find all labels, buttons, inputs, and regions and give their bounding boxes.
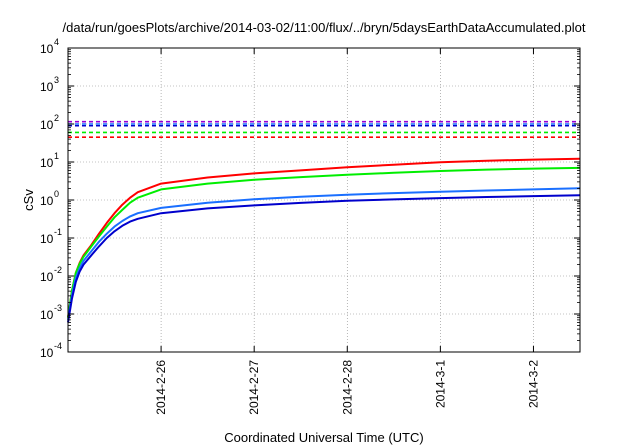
- y-tick-base: 10: [40, 194, 54, 208]
- series-line: [67, 187, 581, 321]
- y-tick-base: 10: [40, 80, 54, 94]
- y-tick-exponent: -3: [54, 303, 62, 313]
- y-tick-base: 10: [40, 156, 54, 170]
- x-tick-label: 2014-2-27: [247, 360, 261, 415]
- y-tick-base: 10: [40, 232, 54, 246]
- x-tick-label: 2014-3-2: [526, 360, 540, 408]
- y-tick-base: 10: [40, 118, 54, 132]
- y-tick-label: 10 4: [40, 37, 59, 56]
- y-axis-label: cSv: [21, 189, 36, 211]
- series-line: [67, 166, 581, 318]
- y-tick-exponent: -4: [54, 341, 62, 351]
- grid: [68, 48, 580, 352]
- y-tick-exponent: 3: [54, 75, 59, 85]
- y-tick-base: 10: [40, 270, 54, 284]
- y-tick-exponent: 2: [54, 113, 59, 123]
- y-tick-base: 10: [40, 346, 54, 360]
- x-axis-label: Coordinated Universal Time (UTC): [224, 430, 423, 445]
- y-tick-label: 10 -1: [40, 227, 62, 246]
- y-tick-label: 10 -2: [40, 265, 62, 284]
- y-tick-label: 10 -3: [40, 303, 62, 322]
- y-tick-exponent: 4: [54, 37, 59, 47]
- series-lines: [67, 157, 581, 323]
- axis-ticks: [68, 47, 580, 353]
- x-tick-label: 2014-2-28: [340, 360, 354, 415]
- chart-title: /data/run/goesPlots/archive/2014-03-02/1…: [63, 20, 586, 35]
- y-tick-exponent: -1: [54, 227, 62, 237]
- y-tick-label: 10 0: [40, 189, 59, 208]
- x-tick-label: 2014-3-1: [433, 360, 447, 408]
- y-tick-label: 10 1: [40, 151, 59, 170]
- y-tick-exponent: 1: [54, 151, 59, 161]
- series-line: [67, 194, 581, 323]
- y-tick-label: 10 2: [40, 113, 59, 132]
- reference-lines: [68, 120, 580, 138]
- y-tick-label: 10 -4: [40, 341, 62, 360]
- x-tick-label: 2014-2-26: [154, 360, 168, 415]
- y-tick-base: 10: [40, 308, 54, 322]
- y-tick-label: 10 3: [40, 75, 59, 94]
- y-tick-exponent: 0: [54, 189, 59, 199]
- y-tick-base: 10: [40, 42, 54, 56]
- y-tick-exponent: -2: [54, 265, 62, 275]
- x-tick-labels: 2014-2-26 2014-2-27 2014-2-28 2014-3-1 2014-…: [154, 360, 540, 415]
